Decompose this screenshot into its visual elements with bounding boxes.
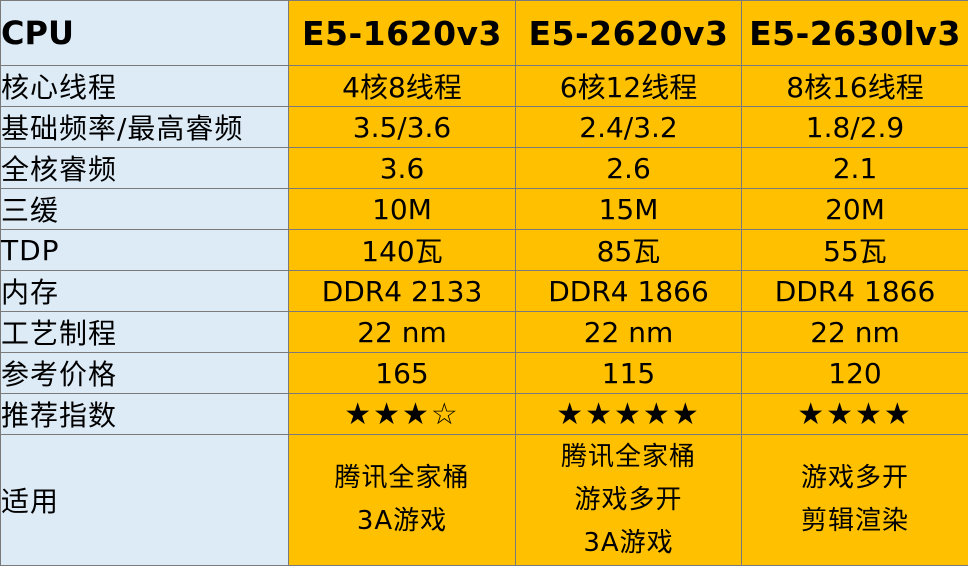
usage-line: 3A游戏 [289,500,515,543]
table-row-tdp: TDP 140瓦 85瓦 55瓦 [1,230,968,271]
table-row-frequency: 基础频率/最高睿频 3.5/3.6 2.4/3.2 1.8/2.9 [1,107,968,148]
table-cell: 6核12线程 [516,66,742,107]
table-cell: 55瓦 [742,230,968,271]
table-cell: 22 nm [516,312,742,353]
usage-line: 腾讯全家桶 [289,457,515,500]
usage-cell: 游戏多开 剪辑渲染 [742,435,968,566]
usage-line: 腾讯全家桶 [516,436,741,479]
star-rating: ★★★☆ [289,394,516,435]
table-cell: 2.4/3.2 [516,107,742,148]
table-cell: 22 nm [289,312,516,353]
table-row-price: 参考价格 165 115 120 [1,353,968,394]
table-cell: 115 [516,353,742,394]
usage-line: 3A游戏 [516,522,741,565]
usage-line: 剪辑渲染 [742,500,968,543]
star-rating: ★★★★ [742,394,968,435]
usage-cell: 腾讯全家桶 游戏多开 3A游戏 [516,435,742,566]
row-label: 基础频率/最高睿频 [1,107,289,148]
table-row-l3-cache: 三缓 10M 15M 20M [1,189,968,230]
row-label: 核心线程 [1,66,289,107]
table-cell: 4核8线程 [289,66,516,107]
table-cell: 165 [289,353,516,394]
table-cell: 2.1 [742,148,968,189]
table-cell: 85瓦 [516,230,742,271]
cpu-header-e5-2620v3: E5-2620v3 [516,1,742,66]
row-label: 参考价格 [1,353,289,394]
table-cell: 1.8/2.9 [742,107,968,148]
table-cell: 3.6 [289,148,516,189]
table-cell: DDR4 1866 [516,271,742,312]
cpu-header-e5-1620v3: E5-1620v3 [289,1,516,66]
table-cell: DDR4 2133 [289,271,516,312]
table-cell: 120 [742,353,968,394]
table-row-memory: 内存 DDR4 2133 DDR4 1866 DDR4 1866 [1,271,968,312]
row-label: 适用 [1,435,289,566]
header-label-cell: CPU [1,1,289,66]
table-cell: 8核16线程 [742,66,968,107]
table-cell: 22 nm [742,312,968,353]
table-row-process-node: 工艺制程 22 nm 22 nm 22 nm [1,312,968,353]
table-cell: 15M [516,189,742,230]
row-label: 内存 [1,271,289,312]
star-rating: ★★★★★ [516,394,742,435]
table-cell: 2.6 [516,148,742,189]
table-row-cores-threads: 核心线程 4核8线程 6核12线程 8核16线程 [1,66,968,107]
table-cell: 20M [742,189,968,230]
table-row-usage: 适用 腾讯全家桶 3A游戏 腾讯全家桶 游戏多开 3A游戏 游戏多开 剪辑渲染 [1,435,968,566]
usage-line: 游戏多开 [742,457,968,500]
table-cell: 3.5/3.6 [289,107,516,148]
row-label: TDP [1,230,289,271]
header-row: CPU E5-1620v3 E5-2620v3 E5-2630lv3 [1,1,968,66]
row-label: 三缓 [1,189,289,230]
row-label: 推荐指数 [1,394,289,435]
table-cell: DDR4 1866 [742,271,968,312]
table-cell: 140瓦 [289,230,516,271]
table-row-rating: 推荐指数 ★★★☆ ★★★★★ ★★★★ [1,394,968,435]
row-label: 全核睿频 [1,148,289,189]
cpu-header-e5-2630lv3: E5-2630lv3 [742,1,968,66]
table-cell: 10M [289,189,516,230]
usage-cell: 腾讯全家桶 3A游戏 [289,435,516,566]
table-row-all-core-turbo: 全核睿频 3.6 2.6 2.1 [1,148,968,189]
usage-line: 游戏多开 [516,479,741,522]
row-label: 工艺制程 [1,312,289,353]
